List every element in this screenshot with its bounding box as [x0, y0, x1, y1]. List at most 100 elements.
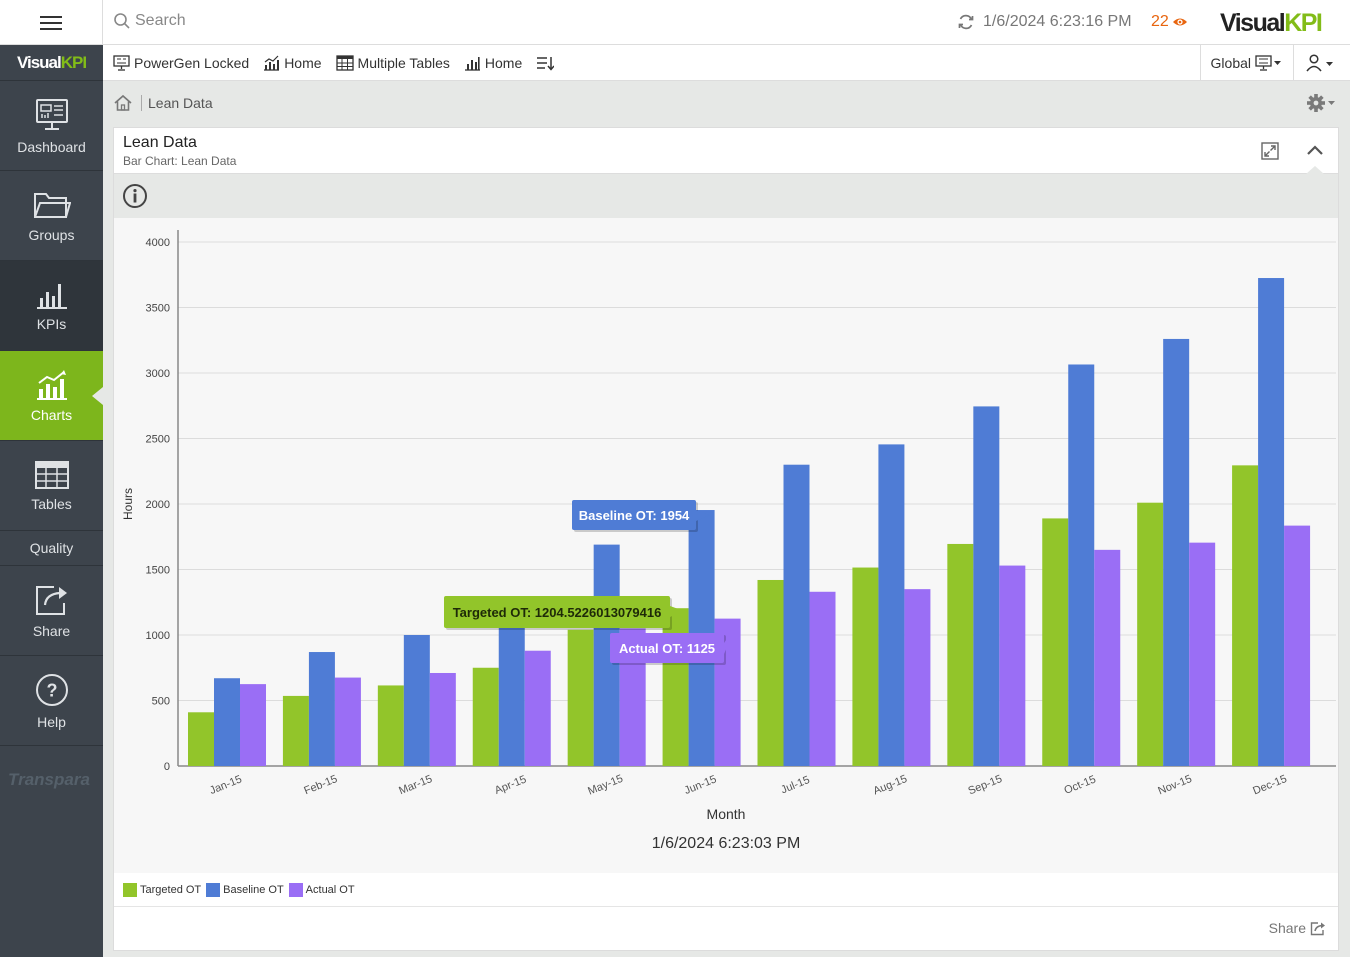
share-button[interactable]: Share: [1269, 920, 1326, 936]
dashboard-dropdown-icon: [1255, 55, 1281, 71]
x-tick-label: Aug-15: [872, 773, 909, 797]
bar: [809, 591, 836, 766]
refresh-timestamp: 1/6/2024 6:23:16 PM: [983, 13, 1132, 30]
bar: [403, 635, 430, 766]
sort-list-icon: [537, 57, 555, 71]
x-tick-label: Oct-15: [1063, 773, 1098, 796]
y-tick-label: 4000: [146, 237, 170, 249]
sidebar-item-quality[interactable]: Quality: [0, 531, 103, 566]
chart-legend: Targeted OT Baseline OT Actual OT: [114, 873, 1338, 907]
global-dropdown[interactable]: Global: [1199, 45, 1293, 81]
sidebar-item-label: KPIs: [36, 315, 67, 332]
bar: [852, 567, 879, 766]
bar: [308, 652, 335, 766]
legend-swatch-actual: [288, 882, 303, 897]
sidebar: Visual KPI Dashboard Groups KPIs Charts T…: [0, 45, 103, 957]
chart-panel: Lean Data Bar Chart: Lean Data 0 500 1000 1…: [113, 127, 1339, 951]
sort-button[interactable]: [536, 55, 558, 71]
settings-button[interactable]: [1306, 92, 1338, 114]
bar-chart-icon: [464, 57, 480, 71]
user-icon: [1306, 54, 1333, 72]
bar: [1068, 364, 1095, 766]
x-tick-label: May-15: [586, 773, 625, 798]
sidebar-item-kpis[interactable]: KPIs: [0, 261, 103, 351]
sidebar-item-help[interactable]: ? Help: [0, 656, 103, 746]
bar: [1258, 278, 1285, 766]
x-axis-title: Month: [707, 806, 746, 822]
panel-notch: [1306, 166, 1324, 174]
sidebar-item-tables[interactable]: Tables: [0, 441, 103, 531]
bar: [757, 579, 784, 766]
x-tick-label: Nov-15: [1156, 773, 1193, 797]
crumb-powergen-locked[interactable]: PowerGen Locked: [113, 55, 249, 71]
panel-title: Lean Data: [123, 134, 197, 151]
y-tick-label: 2000: [146, 499, 170, 511]
home-icon[interactable]: [113, 94, 133, 112]
x-tick-label: Jul-15: [779, 774, 811, 796]
bar-chart: 0 500 1000 1500 2000 2500 3000 3500 4000 Jan-15 Fe…: [121, 230, 1336, 852]
legend-item-baseline[interactable]: Baseline OT: [206, 882, 284, 897]
sidebar-item-share[interactable]: Share: [0, 566, 103, 656]
breadcrumb-divider: [141, 95, 142, 111]
transpara-logo: Transpara: [8, 770, 90, 789]
crumb-multiple-tables[interactable]: Multiple Tables: [335, 55, 450, 71]
eye-icon: [1172, 18, 1187, 26]
search-icon: [114, 13, 130, 29]
y-tick-label: 500: [152, 696, 170, 708]
bar: [1137, 502, 1164, 766]
tooltip-targeted-text: Targeted OT: 1204.5226013079416: [453, 605, 662, 620]
y-tick-label: 3000: [146, 368, 170, 380]
table-icon: [335, 55, 354, 71]
search-box: [113, 12, 435, 30]
sidebar-item-dashboard[interactable]: Dashboard: [0, 81, 103, 171]
bar: [1094, 549, 1121, 766]
legend-item-targeted[interactable]: Targeted OT: [123, 882, 201, 897]
refresh-status[interactable]: 1/6/2024 6:23:16 PM: [957, 13, 1132, 31]
bar: [567, 629, 594, 766]
sidebar-item-label: Groups: [28, 226, 75, 243]
tooltip-targeted-pointer: [670, 606, 684, 617]
tooltip-actual-box: [610, 633, 724, 663]
info-icon[interactable]: [122, 183, 148, 209]
bar: [377, 685, 404, 766]
y-tick-label: 3500: [146, 303, 170, 315]
panel-header: Lean Data Bar Chart: Lean Data: [114, 128, 1338, 174]
bar: [783, 464, 810, 766]
panel-subtitle: Bar Chart: Lean Data: [123, 154, 237, 168]
kpi-bars-icon: [36, 283, 67, 309]
search-input[interactable]: [135, 12, 435, 30]
sidebar-item-label: Share: [32, 622, 71, 639]
bar: [214, 678, 240, 766]
alerts-indicator[interactable]: 22: [1151, 13, 1188, 31]
refresh-icon: [958, 14, 974, 30]
crumb-home-kpis[interactable]: Home: [464, 55, 522, 71]
x-tick-label: Jan-15: [208, 773, 244, 797]
sidebar-item-groups[interactable]: Groups: [0, 171, 103, 261]
visualkpi-logo: VisualKPI: [1220, 9, 1323, 37]
dashboard-icon: [35, 98, 68, 130]
bar: [429, 672, 456, 766]
bar: [1042, 518, 1069, 766]
bar: [188, 712, 214, 766]
sidebar-item-label: Dashboard: [17, 138, 86, 155]
expand-icon[interactable]: [1261, 142, 1279, 160]
chart-icon: [36, 369, 67, 400]
user-menu[interactable]: [1293, 45, 1350, 81]
chevron-up-icon[interactable]: [1306, 143, 1324, 157]
toolbar: PowerGen Locked Home Multiple Tables Hom…: [103, 45, 1350, 81]
bar: [662, 608, 689, 766]
x-tick-label: Apr-15: [493, 773, 528, 796]
y-tick-label: 0: [164, 761, 170, 773]
bar: [498, 623, 525, 766]
bar: [1189, 542, 1216, 766]
toolbar-crumbs: PowerGen Locked Home Multiple Tables Hom…: [113, 45, 572, 81]
legend-item-actual[interactable]: Actual OT: [288, 882, 355, 897]
tooltip-targeted-box: [444, 596, 670, 628]
y-tick-label: 2500: [146, 434, 170, 446]
page-breadcrumb: Lean Data: [113, 90, 1338, 116]
sidebar-item-charts[interactable]: Charts: [0, 351, 103, 441]
menu-button[interactable]: [0, 0, 103, 45]
y-axis-title: Hours: [121, 488, 135, 520]
crumb-home-charts[interactable]: Home: [263, 55, 322, 71]
bar: [472, 667, 499, 766]
